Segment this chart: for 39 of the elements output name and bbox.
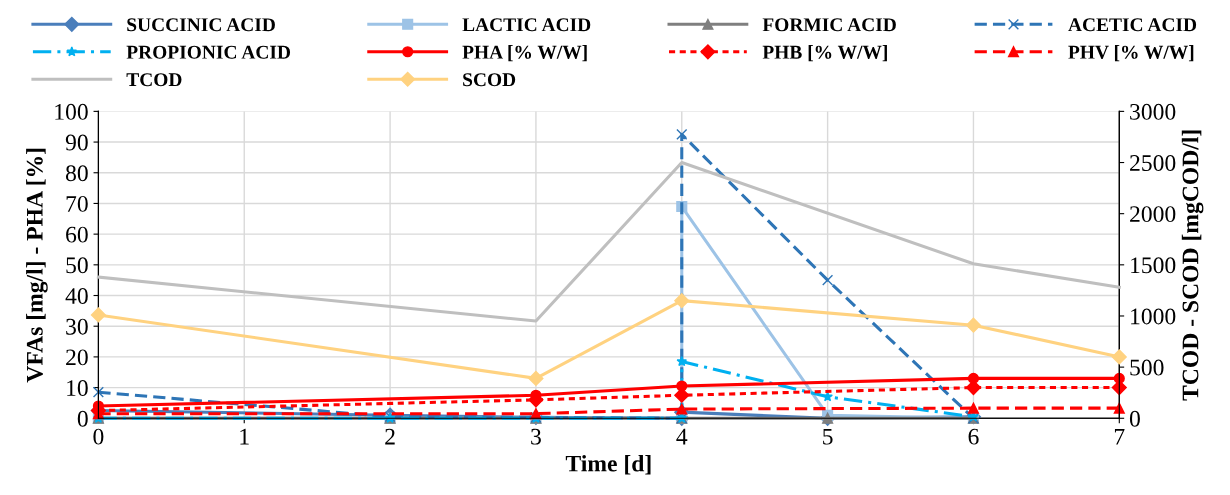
y2-tick-label: 500 (1130, 359, 1164, 376)
y-tick-label: 80 (65, 165, 88, 182)
y2-tick-label: 1500 (1131, 257, 1176, 274)
legend-label: PHB [% W/W] (762, 45, 887, 62)
x-tick-label: 1 (240, 428, 249, 445)
y2-axis-title: TCOD - SCOD [mgCOD/l] (1181, 130, 1204, 401)
y2-tick-label: 1000 (1131, 308, 1176, 325)
y-tick-label: 60 (66, 226, 88, 243)
x-tick-label: 0 (93, 428, 104, 445)
y-tick-label: 20 (66, 349, 88, 366)
x-tick-label: 6 (968, 428, 979, 445)
legend-label: TCOD (126, 73, 182, 87)
x-tick-label: 7 (1114, 428, 1125, 445)
legend-label: ACETIC ACID (1068, 18, 1197, 32)
y2-tick-label: 0 (1129, 410, 1140, 427)
legend-label: PROPIONIC ACID (126, 45, 291, 59)
legend-label: LACTIC ACID (462, 18, 591, 32)
y-axis-title: VFAs [mg/l] - PHA [%] (26, 148, 48, 383)
x-tick-label: 4 (676, 428, 688, 445)
x-tick-label: 5 (823, 428, 833, 445)
y-tick-label: 40 (65, 288, 88, 304)
legend-label: FORMIC ACID (762, 18, 896, 32)
legend-label: SUCCINIC ACID (127, 18, 275, 32)
y-tick-label: 10 (67, 380, 88, 397)
y2-tick-label: 2000 (1130, 206, 1176, 223)
legend-label: PHV [% W/W] (1068, 45, 1194, 62)
legend-label: PHA [% W/W] (462, 45, 587, 62)
x-tick-label: 2 (385, 428, 395, 445)
x-axis-title: Time [d] (565, 454, 651, 475)
y2-tick-label: 2500 (1130, 155, 1176, 171)
y2-tick-label: 3000 (1130, 103, 1176, 120)
y-tick-label: 100 (55, 103, 88, 120)
y-tick-label: 90 (65, 134, 88, 151)
y-tick-label: 50 (66, 257, 88, 274)
x-tick-label: 3 (531, 428, 541, 445)
y-tick-label: 0 (77, 410, 88, 427)
y-tick-label: 70 (66, 195, 88, 212)
legend-label: SCOD (463, 73, 516, 87)
y-tick-label: 30 (66, 318, 88, 335)
